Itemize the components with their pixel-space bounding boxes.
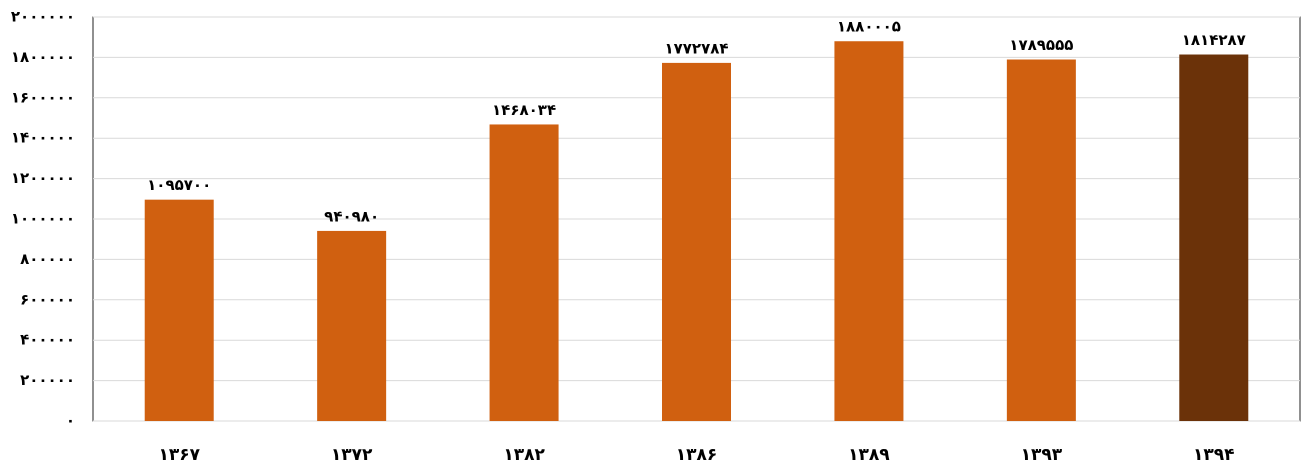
bar <box>662 62 731 421</box>
data-label: ۱۴۶۸۰۳۴ <box>492 101 556 119</box>
y-tick-label: ۱۶۰۰۰۰۰ <box>11 88 75 106</box>
x-tick-label: ۱۳۸۶ <box>676 445 718 465</box>
y-tick-label: ۱۸۰۰۰۰۰ <box>11 48 75 66</box>
x-tick-label: ۱۳۷۲ <box>331 445 373 465</box>
y-tick-label: ۱۰۰۰۰۰۰ <box>11 210 75 228</box>
y-tick-label: ۰ <box>66 412 75 430</box>
data-label: ۹۴۰۹۸۰ <box>324 207 379 225</box>
x-tick-label: ۱۳۹۳ <box>1021 445 1063 465</box>
x-tick-label: ۱۳۹۴ <box>1193 445 1235 465</box>
data-label: ۱۷۷۲۷۸۴ <box>664 39 728 57</box>
data-label: ۱۸۱۴۲۸۷ <box>1182 31 1246 49</box>
x-tick-label: ۱۳۶۷ <box>158 445 200 465</box>
data-label: ۱۰۹۵۷۰۰ <box>147 176 211 194</box>
x-tick-label: ۱۳۸۹ <box>848 445 890 465</box>
bar <box>317 230 387 421</box>
y-tick-label: ۴۰۰۰۰۰ <box>20 331 75 349</box>
bar <box>144 199 214 421</box>
bar <box>489 124 559 422</box>
y-tick-label: ۱۴۰۰۰۰۰ <box>11 129 75 147</box>
y-tick-label: ۱۲۰۰۰۰۰ <box>11 169 75 187</box>
data-label: ۱۸۸۰۰۰۵ <box>837 18 901 36</box>
y-tick-label: ۸۰۰۰۰۰ <box>20 250 75 268</box>
y-tick-label: ۶۰۰۰۰۰ <box>20 290 75 308</box>
bar <box>1179 54 1249 421</box>
bar <box>834 41 904 422</box>
x-tick-label: ۱۳۸۲ <box>503 445 545 465</box>
y-tick-label: ۲۰۰۰۰۰ <box>20 371 75 389</box>
y-tick-label: ۲۰۰۰۰۰۰ <box>11 8 75 26</box>
bar <box>1006 59 1076 422</box>
data-label: ۱۷۸۹۵۵۵ <box>1009 36 1073 54</box>
